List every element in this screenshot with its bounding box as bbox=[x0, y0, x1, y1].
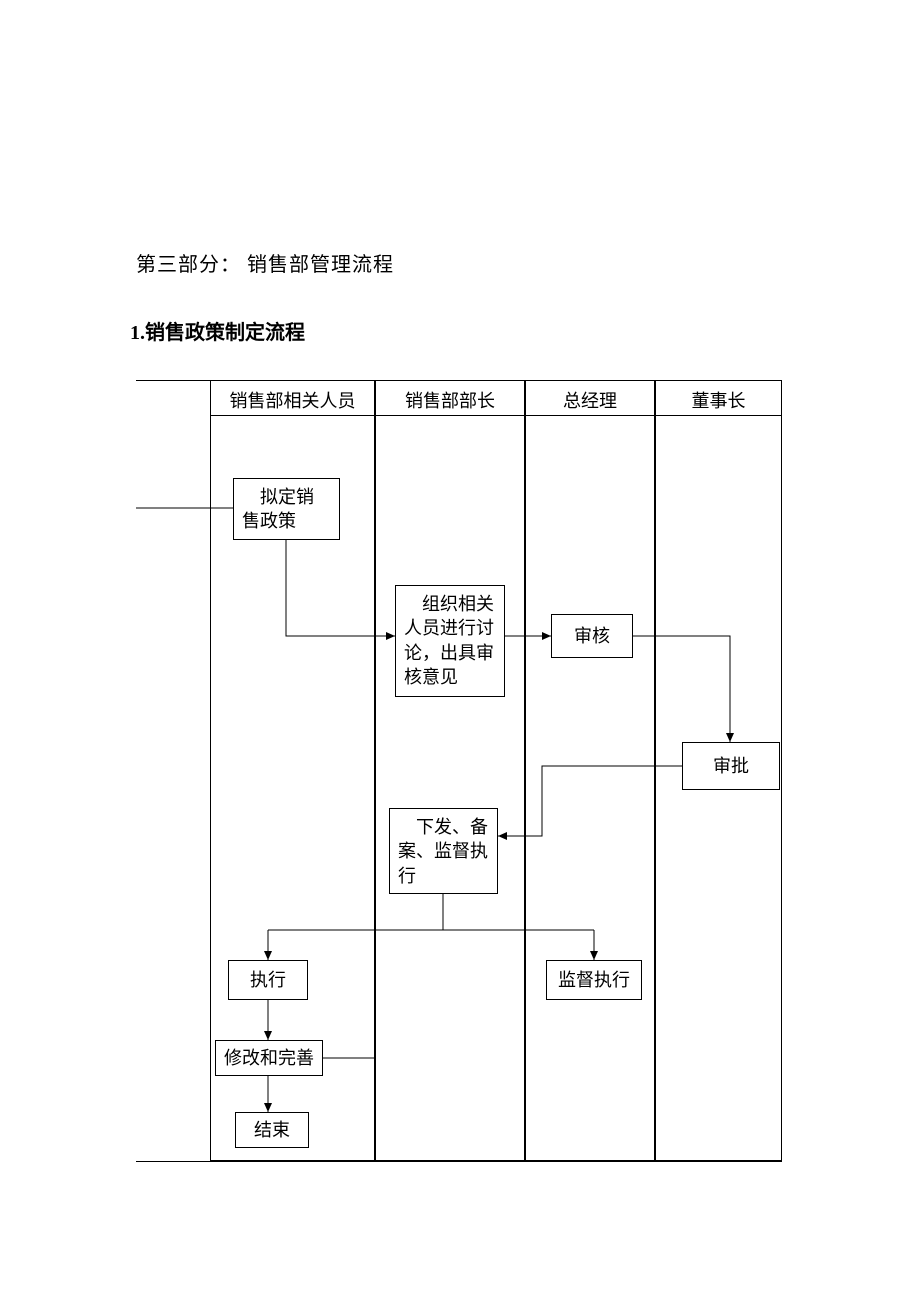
lane-header-chairman: 董事长 bbox=[655, 380, 782, 416]
lane-header-gm: 总经理 bbox=[525, 380, 655, 416]
node-approve: 审批 bbox=[682, 742, 780, 790]
page: 第三部分： 销售部管理流程 1.销售政策制定流程 销售部相关人员 销售部部长 总… bbox=[0, 0, 920, 1302]
lane-body-sales-manager bbox=[375, 416, 525, 1161]
section-title: 第三部分： 销售部管理流程 bbox=[136, 248, 394, 277]
node-review: 审核 bbox=[551, 614, 633, 658]
lane-header-sales-staff: 销售部相关人员 bbox=[210, 380, 375, 416]
node-execute: 执行 bbox=[228, 960, 308, 1000]
node-discuss-opinion: 组织相关人员进行讨论，出具审核意见 bbox=[395, 585, 505, 697]
node-draft-policy: 拟定销售政策 bbox=[233, 478, 340, 540]
node-supervise-exec: 监督执行 bbox=[546, 960, 642, 1000]
flow-heading: 1.销售政策制定流程 bbox=[130, 316, 305, 345]
lane-header-sales-manager: 销售部部长 bbox=[375, 380, 525, 416]
lane-body-gm bbox=[525, 416, 655, 1161]
node-revise: 修改和完善 bbox=[215, 1040, 323, 1076]
node-issue-supervise: 下发、备案、监督执行 bbox=[389, 808, 498, 894]
node-end: 结束 bbox=[235, 1112, 309, 1148]
bottom-rule bbox=[136, 1161, 782, 1162]
